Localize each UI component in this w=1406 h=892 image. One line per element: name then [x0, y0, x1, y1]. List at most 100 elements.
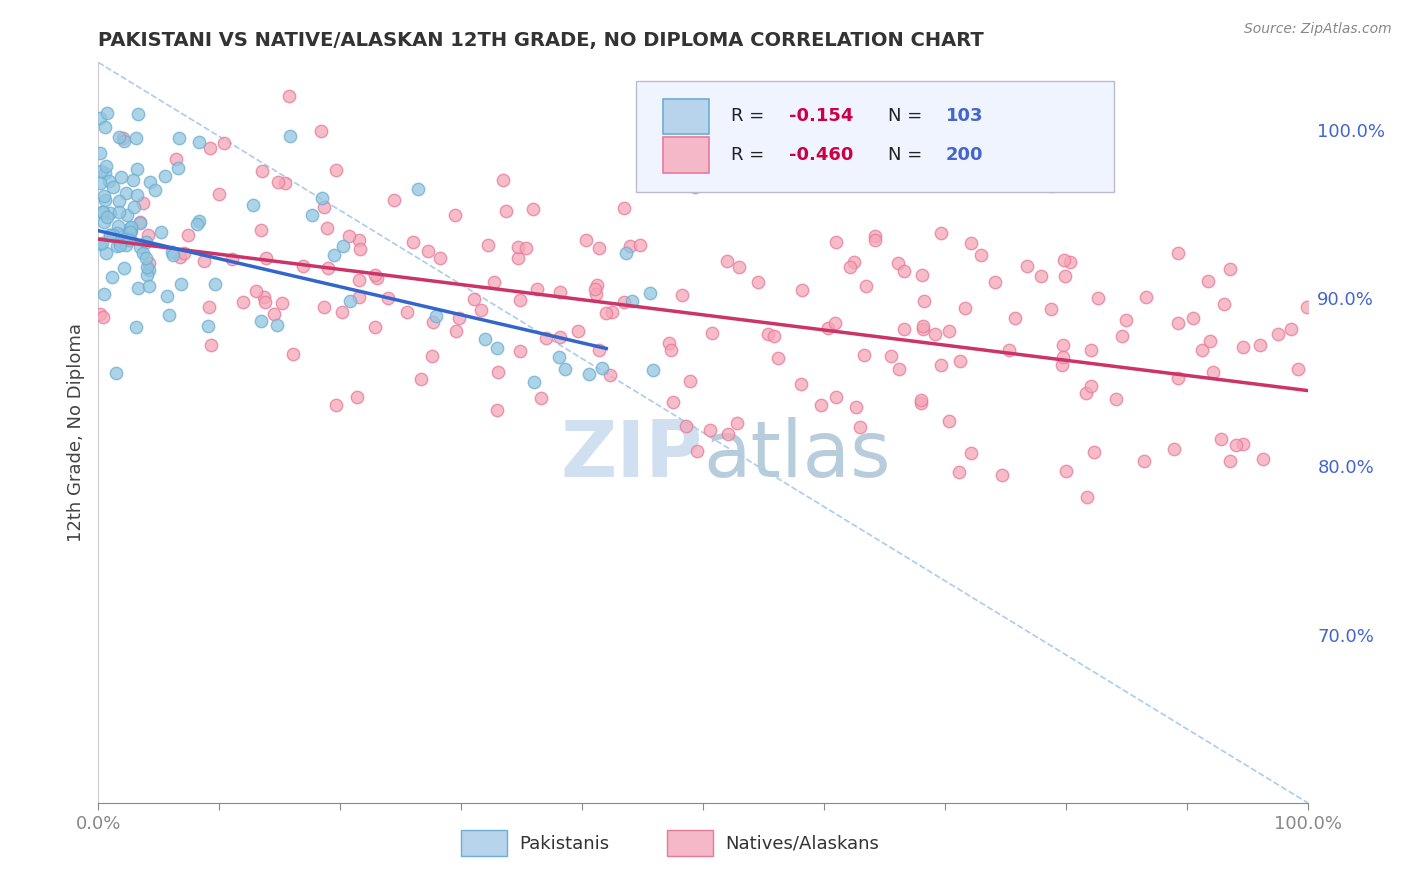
Point — [115, 207, 138, 221]
Point — [349, 290, 371, 304]
Text: Source: ZipAtlas.com: Source: ZipAtlas.com — [1244, 22, 1392, 37]
Point — [101, 180, 124, 194]
Point — [173, 246, 195, 260]
Point — [970, 248, 993, 262]
Point — [1219, 454, 1241, 468]
Point — [136, 268, 159, 283]
Point — [118, 233, 141, 247]
Point — [1279, 322, 1302, 336]
Point — [515, 241, 537, 255]
Point — [309, 124, 332, 138]
Point — [98, 206, 121, 220]
Point — [613, 202, 636, 216]
Point — [112, 231, 135, 245]
Point — [641, 363, 664, 377]
Point — [418, 244, 440, 258]
Point — [526, 282, 548, 296]
Point — [924, 327, 946, 342]
Point — [325, 399, 347, 413]
Point — [167, 161, 190, 176]
Point — [120, 221, 142, 235]
Point — [855, 279, 877, 293]
Point — [132, 196, 155, 211]
Point — [470, 303, 492, 318]
Point — [880, 349, 903, 363]
Point — [1133, 454, 1156, 468]
Point — [214, 136, 236, 150]
Point — [271, 296, 294, 310]
Point — [1219, 262, 1241, 277]
Point — [204, 277, 226, 291]
Point — [1052, 358, 1074, 372]
Point — [346, 390, 368, 404]
Point — [509, 344, 531, 359]
Point — [420, 349, 443, 363]
Point — [337, 229, 360, 244]
Point — [486, 365, 509, 379]
Point — [910, 268, 932, 282]
Point — [402, 235, 425, 249]
FancyBboxPatch shape — [637, 81, 1114, 192]
Point — [1052, 350, 1074, 364]
Point — [108, 129, 131, 144]
Text: N =: N = — [889, 146, 928, 164]
Point — [177, 228, 200, 243]
Point — [619, 238, 641, 252]
Point — [94, 159, 117, 173]
Point — [486, 341, 509, 355]
Point — [474, 332, 496, 346]
Point — [1053, 252, 1076, 267]
Point — [984, 275, 1007, 289]
Point — [347, 273, 370, 287]
Point — [662, 395, 685, 409]
Point — [429, 251, 451, 265]
Point — [89, 177, 111, 191]
Point — [221, 252, 243, 266]
Point — [640, 285, 662, 300]
Point — [114, 186, 136, 200]
Bar — [461, 830, 508, 856]
Text: Natives/Alaskans: Natives/Alaskans — [724, 835, 879, 853]
Point — [485, 403, 508, 417]
Point — [197, 318, 219, 333]
Point — [129, 216, 152, 230]
Text: ZIP: ZIP — [561, 417, 703, 493]
Point — [1115, 312, 1137, 326]
Point — [89, 111, 111, 125]
Point — [671, 288, 693, 302]
Point — [165, 152, 187, 166]
Point — [1212, 297, 1234, 311]
Point — [108, 205, 131, 219]
Point — [127, 107, 149, 121]
Point — [1198, 334, 1220, 349]
Point — [108, 233, 131, 247]
Point — [463, 293, 485, 307]
Point — [186, 217, 208, 231]
Point — [89, 307, 111, 321]
Point — [1295, 300, 1317, 314]
Point — [842, 254, 865, 268]
Point — [93, 120, 115, 134]
Point — [893, 263, 915, 277]
Point — [249, 314, 271, 328]
Point — [325, 163, 347, 178]
Point — [322, 248, 344, 262]
Point — [122, 201, 145, 215]
Point — [817, 320, 839, 334]
Point — [245, 284, 267, 298]
Point — [89, 237, 111, 252]
Point — [575, 233, 598, 247]
Point — [160, 244, 183, 259]
Point — [953, 301, 976, 315]
Point — [274, 176, 297, 190]
Point — [530, 391, 553, 405]
Point — [548, 330, 571, 344]
Point — [135, 235, 157, 249]
Point — [104, 366, 127, 380]
Point — [339, 294, 361, 309]
Text: atlas: atlas — [703, 417, 890, 493]
Point — [105, 226, 128, 240]
Point — [790, 283, 813, 297]
Point — [508, 251, 530, 265]
Point — [349, 242, 371, 256]
